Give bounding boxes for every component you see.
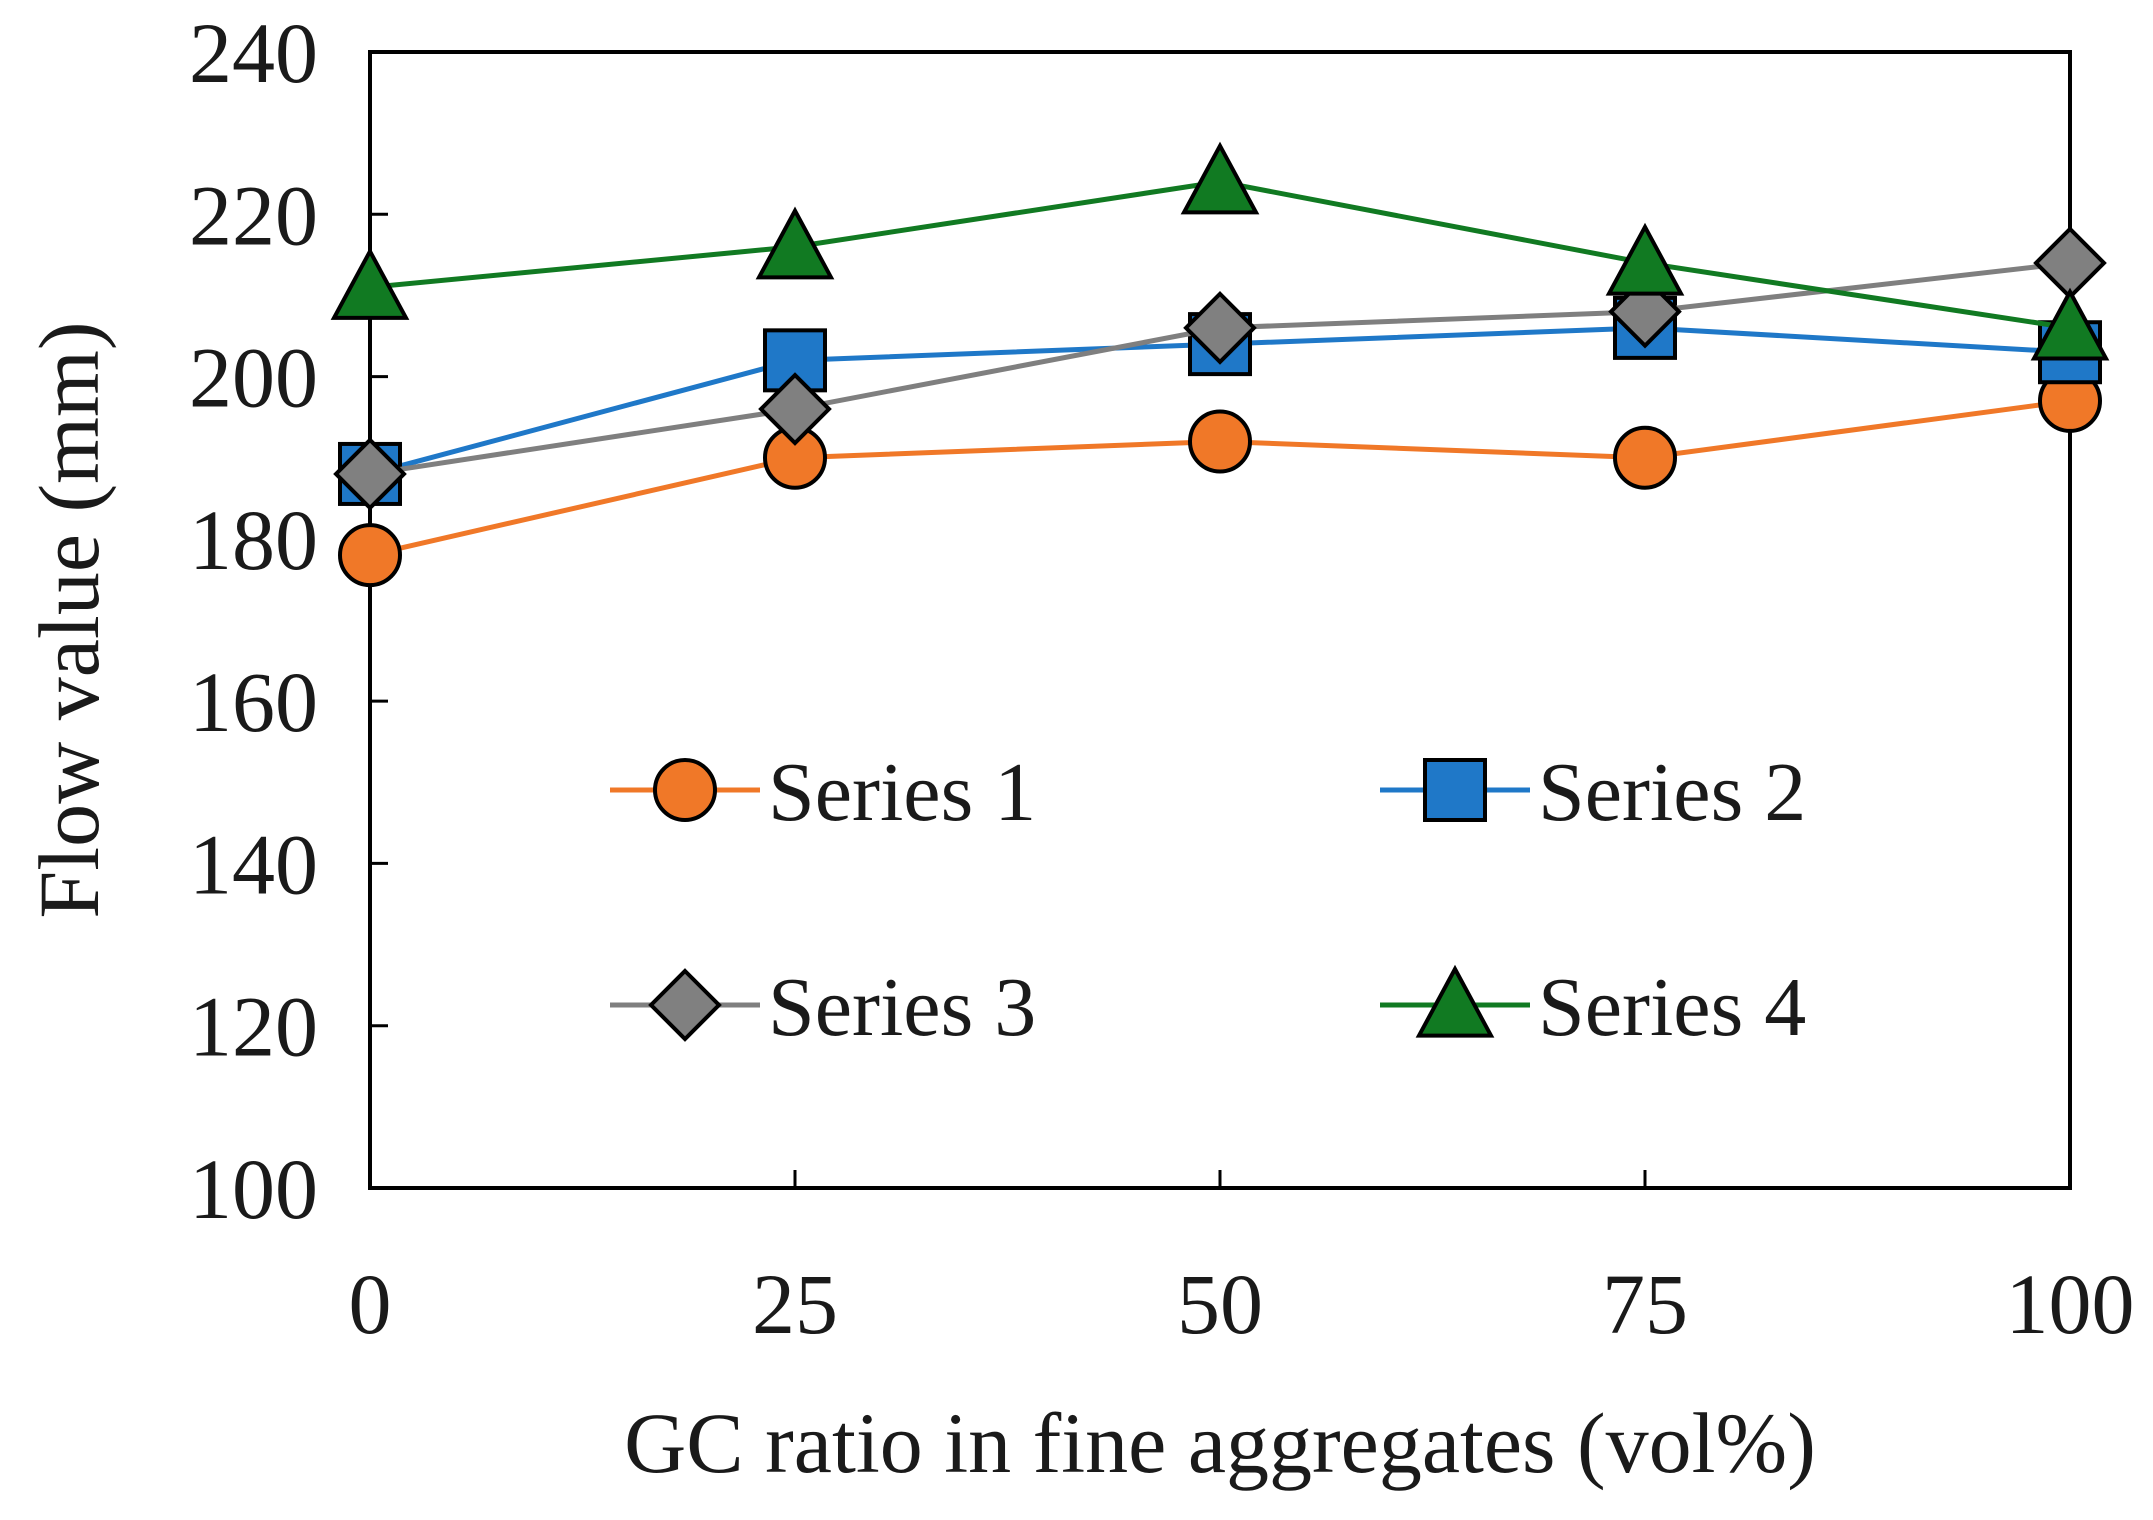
series-3-point bbox=[1183, 291, 1257, 365]
legend: Series 1 Series 2 Series 3 Series 4 bbox=[610, 746, 1806, 1054]
series-4-point bbox=[1605, 222, 1685, 296]
series-4-point bbox=[1180, 141, 1260, 215]
y-tick-label: 200 bbox=[189, 330, 318, 426]
series-4-point bbox=[330, 247, 410, 320]
y-axis-ticks: 100 120 140 160 180 200 220 240 bbox=[189, 5, 388, 1237]
series-layer bbox=[330, 141, 2110, 588]
plot-area-border bbox=[368, 50, 2072, 1190]
legend-marker bbox=[1415, 964, 1495, 1038]
legend-label: Series 4 bbox=[1538, 961, 1806, 1054]
series-3-point bbox=[758, 372, 832, 446]
y-tick-label: 180 bbox=[189, 492, 318, 588]
y-axis-title: Flow value (mm) bbox=[21, 321, 117, 918]
y-tick-label: 100 bbox=[189, 1141, 318, 1237]
y-tick-label: 240 bbox=[189, 5, 318, 101]
legend-item-series-3: Series 3 bbox=[610, 961, 1036, 1054]
series-4-point bbox=[2030, 287, 2110, 361]
series-3-point bbox=[2033, 226, 2107, 300]
series-3-point bbox=[333, 437, 407, 511]
legend-marker bbox=[653, 758, 717, 822]
y-tick-label: 120 bbox=[189, 979, 318, 1075]
y-tick-label: 220 bbox=[189, 167, 318, 263]
series-1-point bbox=[338, 523, 402, 588]
series-4-point bbox=[755, 206, 835, 280]
series-1-point bbox=[1188, 409, 1252, 474]
x-tick-label: 100 bbox=[2006, 1256, 2135, 1352]
legend-label: Series 3 bbox=[768, 961, 1036, 1054]
y-tick-label: 160 bbox=[189, 654, 318, 750]
x-tick-label: 50 bbox=[1177, 1256, 1263, 1352]
series-4 bbox=[330, 141, 2110, 361]
series-1 bbox=[338, 368, 2102, 588]
legend-label: Series 2 bbox=[1538, 746, 1806, 839]
x-axis-title: GC ratio in fine aggregates (vol%) bbox=[624, 1395, 1816, 1491]
legend-label: Series 1 bbox=[768, 746, 1036, 839]
legend-item-series-1: Series 1 bbox=[610, 746, 1036, 839]
plot-frame bbox=[368, 50, 2072, 1190]
x-tick-label: 0 bbox=[349, 1256, 392, 1352]
y-tick-label: 140 bbox=[189, 816, 318, 912]
x-tick-label: 75 bbox=[1602, 1256, 1688, 1352]
legend-marker bbox=[1423, 758, 1487, 822]
legend-item-series-4: Series 4 bbox=[1380, 961, 1806, 1054]
legend-marker bbox=[648, 968, 722, 1042]
x-axis-ticks: 0 25 50 75 100 bbox=[349, 1170, 2135, 1352]
legend-item-series-2: Series 2 bbox=[1380, 746, 1806, 839]
x-tick-label: 25 bbox=[752, 1256, 838, 1352]
series-1-point bbox=[1613, 425, 1677, 490]
